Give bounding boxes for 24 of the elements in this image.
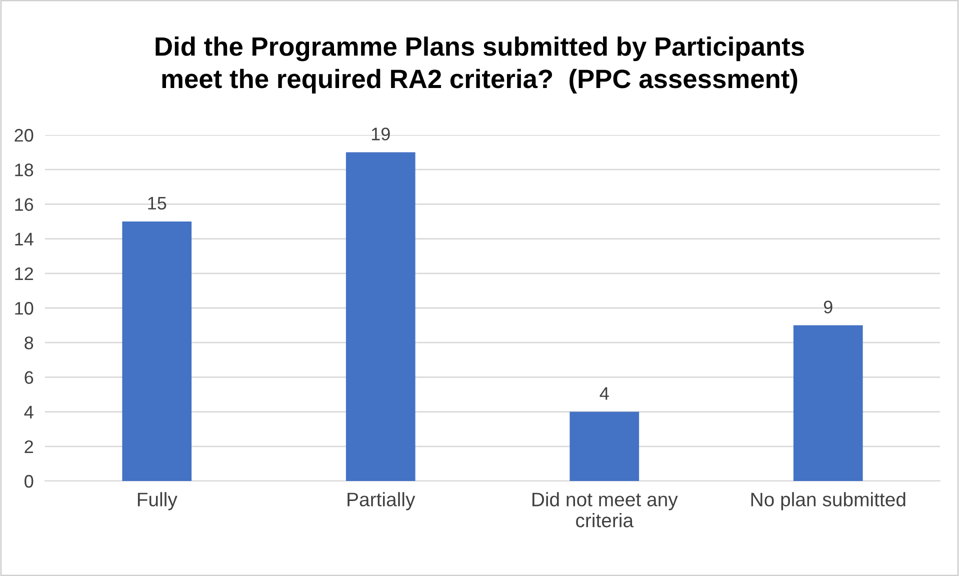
y-tick-label: 16 bbox=[15, 198, 34, 211]
y-tick-label: 0 bbox=[24, 474, 34, 488]
y-tick-label: 18 bbox=[15, 164, 34, 176]
data-label: 9 bbox=[824, 300, 832, 314]
x-tick-label: No plan submitted bbox=[751, 492, 906, 510]
y-tick-label: 8 bbox=[24, 336, 34, 350]
y-tick-label: 12 bbox=[15, 267, 33, 280]
bar bbox=[346, 152, 416, 481]
chart-title: Did the Programme Plans submitted by Participants meet the required RA2 criteria? (PPC assessment) bbox=[156, 36, 804, 94]
y-tick-label: 10 bbox=[15, 302, 34, 315]
bar bbox=[793, 325, 863, 481]
y-tick-label: 4 bbox=[24, 406, 34, 418]
data-label: 15 bbox=[148, 197, 166, 210]
bar bbox=[570, 412, 640, 481]
x-tick-label: Partially bbox=[348, 492, 416, 510]
y-tick-label: 20 bbox=[14, 128, 34, 142]
y-tick-label: 2 bbox=[24, 440, 33, 453]
bar bbox=[122, 222, 192, 481]
data-label: 19 bbox=[372, 128, 390, 140]
data-label: 4 bbox=[600, 387, 609, 400]
x-tick-label: Did not meet any criteria bbox=[532, 492, 678, 528]
x-tick-label: Fully bbox=[138, 492, 178, 510]
y-tick-label: 14 bbox=[15, 232, 34, 246]
y-tick-label: 6 bbox=[24, 371, 34, 384]
